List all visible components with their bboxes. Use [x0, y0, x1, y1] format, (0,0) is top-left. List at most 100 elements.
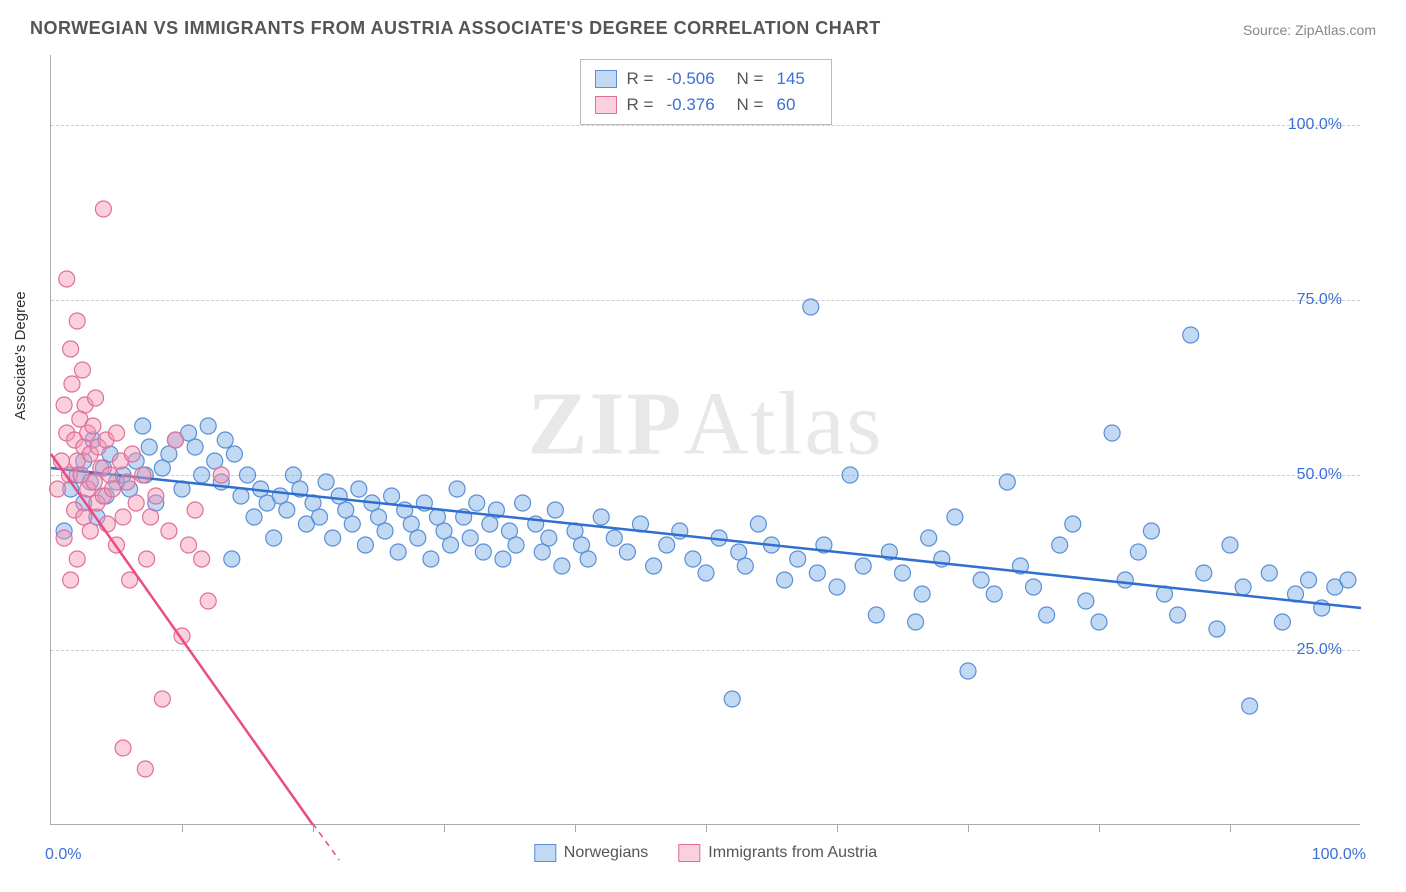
legend-swatch	[595, 70, 617, 88]
norwegian-point	[1052, 537, 1068, 553]
norwegian-point	[187, 439, 203, 455]
norwegian-point	[217, 432, 233, 448]
norwegian-point	[325, 530, 341, 546]
norwegian-point	[449, 481, 465, 497]
legend-n-label: N =	[737, 66, 767, 92]
norwegian-point	[1143, 523, 1159, 539]
y-tick-label: 75.0%	[1297, 291, 1342, 309]
norwegian-point	[685, 551, 701, 567]
legend-n-label: N =	[737, 92, 767, 118]
norwegian-point	[1196, 565, 1212, 581]
legend-n-value: 145	[777, 66, 817, 92]
norwegian-point	[737, 558, 753, 574]
legend-n-value: 60	[777, 92, 817, 118]
austria-point	[63, 572, 79, 588]
norwegian-point	[659, 537, 675, 553]
austria-point	[59, 271, 75, 287]
norwegian-point	[423, 551, 439, 567]
austria-point	[135, 467, 151, 483]
source-attribution: Source: ZipAtlas.com	[1243, 22, 1376, 38]
austria-point	[128, 495, 144, 511]
norwegian-point	[357, 537, 373, 553]
norwegian-point	[855, 558, 871, 574]
austria-point	[74, 362, 90, 378]
norwegian-point	[777, 572, 793, 588]
norwegian-point	[469, 495, 485, 511]
austria-point	[139, 551, 155, 567]
norwegian-point	[646, 558, 662, 574]
legend-swatch	[678, 844, 700, 862]
norwegian-point	[246, 509, 262, 525]
austria-point	[213, 467, 229, 483]
norwegian-point	[1026, 579, 1042, 595]
norwegian-point	[554, 558, 570, 574]
norwegian-point	[947, 509, 963, 525]
austria-point	[161, 523, 177, 539]
norwegian-point	[606, 530, 622, 546]
austria-point	[167, 432, 183, 448]
norwegian-point	[973, 572, 989, 588]
scatter-svg	[51, 55, 1360, 824]
norwegian-point	[895, 565, 911, 581]
austria-point	[148, 488, 164, 504]
norwegian-point	[1130, 544, 1146, 560]
legend-stat-row: R =-0.376N =60	[595, 92, 817, 118]
norwegian-point	[908, 614, 924, 630]
norwegian-point	[475, 544, 491, 560]
norwegian-point	[809, 565, 825, 581]
norwegian-point	[1222, 537, 1238, 553]
norwegian-point	[619, 544, 635, 560]
y-tick-label: 25.0%	[1297, 641, 1342, 659]
legend-series: Norwegians Immigrants from Austria	[534, 844, 877, 862]
austria-point	[88, 390, 104, 406]
norwegian-point	[515, 495, 531, 511]
norwegian-point	[462, 530, 478, 546]
norwegian-point	[868, 607, 884, 623]
legend-correlation: R =-0.506N =145R =-0.376N =60	[580, 59, 832, 125]
norwegian-point	[750, 516, 766, 532]
legend-swatch	[595, 96, 617, 114]
x-max-label: 100.0%	[1312, 846, 1366, 864]
norwegian-point	[960, 663, 976, 679]
austria-point	[200, 593, 216, 609]
norwegian-point	[1183, 327, 1199, 343]
y-tick-label: 100.0%	[1288, 116, 1342, 134]
legend-item: Immigrants from Austria	[678, 844, 877, 862]
legend-r-value: -0.376	[667, 92, 727, 118]
legend-swatch	[534, 844, 556, 862]
norwegian-point	[914, 586, 930, 602]
norwegian-point	[377, 523, 393, 539]
norwegian-point	[240, 467, 256, 483]
austria-point	[115, 509, 131, 525]
norwegian-point	[344, 516, 360, 532]
austria-point	[63, 341, 79, 357]
norwegian-point	[233, 488, 249, 504]
norwegian-point	[698, 565, 714, 581]
norwegian-point	[226, 446, 242, 462]
legend-r-label: R =	[627, 66, 657, 92]
austria-point	[187, 502, 203, 518]
norwegian-point	[1078, 593, 1094, 609]
austria-point	[69, 313, 85, 329]
norwegian-point	[410, 530, 426, 546]
y-axis-label: Associate's Degree	[12, 291, 29, 420]
norwegian-point	[580, 551, 596, 567]
norwegian-point	[194, 467, 210, 483]
norwegian-point	[803, 299, 819, 315]
norwegian-point	[1235, 579, 1251, 595]
austria-point	[143, 509, 159, 525]
norwegian-point	[351, 481, 367, 497]
norwegian-point	[1117, 572, 1133, 588]
plot-area: ZIPAtlas R =-0.506N =145R =-0.376N =60 N…	[50, 55, 1360, 825]
austria-point	[119, 474, 135, 490]
austria-point	[69, 551, 85, 567]
austria-point	[154, 691, 170, 707]
legend-label: Norwegians	[564, 844, 648, 862]
austria-point	[82, 523, 98, 539]
chart-title: NORWEGIAN VS IMMIGRANTS FROM AUSTRIA ASS…	[30, 18, 881, 39]
norwegian-point	[135, 418, 151, 434]
norwegian-point	[921, 530, 937, 546]
austria-point	[194, 551, 210, 567]
norwegian-point	[1301, 572, 1317, 588]
austria-point	[64, 376, 80, 392]
